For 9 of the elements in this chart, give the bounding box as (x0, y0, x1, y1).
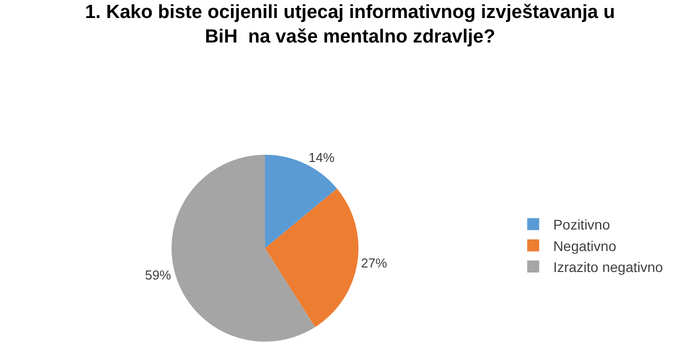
data-label: 14% (308, 150, 335, 166)
legend-label: Izrazito negativno (553, 259, 664, 275)
legend-label: Pozitivno (553, 216, 610, 233)
data-label: 27% (361, 256, 388, 271)
legend-label: Negativno (553, 238, 616, 254)
pie-slice (265, 154, 338, 248)
pie-slice (265, 188, 358, 328)
chart-title: 1. Kako biste ocijenili utjecaj informativnog izvještavanja u BiH na vaše mentalno zdravlje? (84, 2, 616, 48)
data-label: 59% (145, 267, 172, 282)
